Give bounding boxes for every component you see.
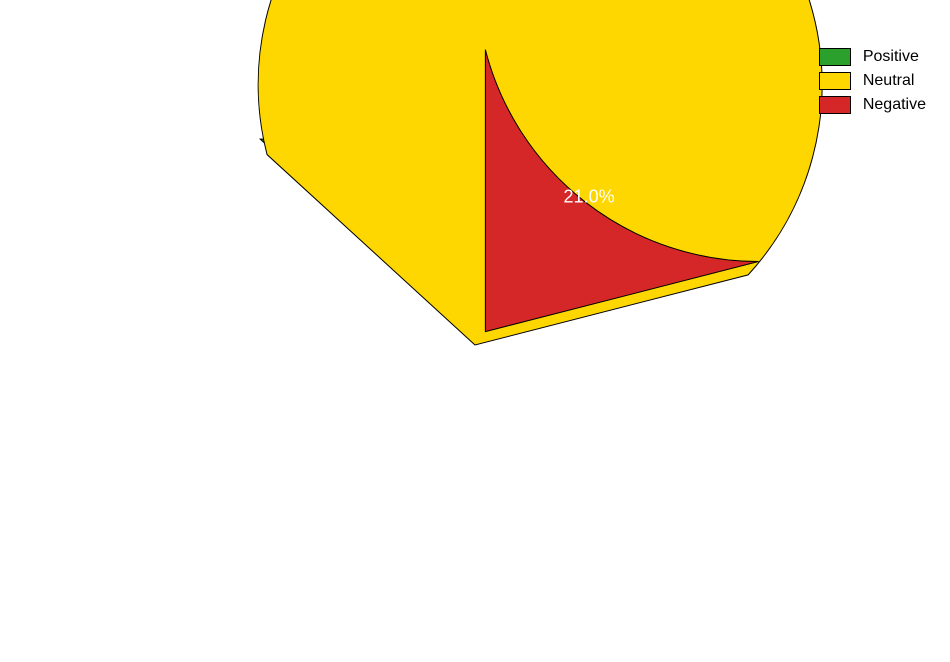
pie-slice-label-neutral: 65.8% bbox=[408, 498, 459, 518]
pie-svg: 13.2%65.8%21.0% bbox=[0, 0, 950, 662]
legend-item-neutral: Neutral bbox=[819, 72, 926, 90]
legend-swatch-positive bbox=[819, 48, 851, 66]
sentiment-pie-chart: Sentiment Analysis 13.2%65.8%21.0% Posit… bbox=[0, 0, 950, 662]
legend-label: Negative bbox=[863, 96, 926, 114]
legend-item-positive: Positive bbox=[819, 48, 926, 66]
legend-swatch-negative bbox=[819, 96, 851, 114]
legend-swatch-neutral bbox=[819, 72, 851, 90]
legend-label: Neutral bbox=[863, 72, 915, 90]
legend-item-negative: Negative bbox=[819, 96, 926, 114]
legend-label: Positive bbox=[863, 48, 919, 66]
legend: Positive Neutral Negative bbox=[819, 48, 926, 120]
pie-slice-label-negative: 21.0% bbox=[564, 187, 615, 207]
